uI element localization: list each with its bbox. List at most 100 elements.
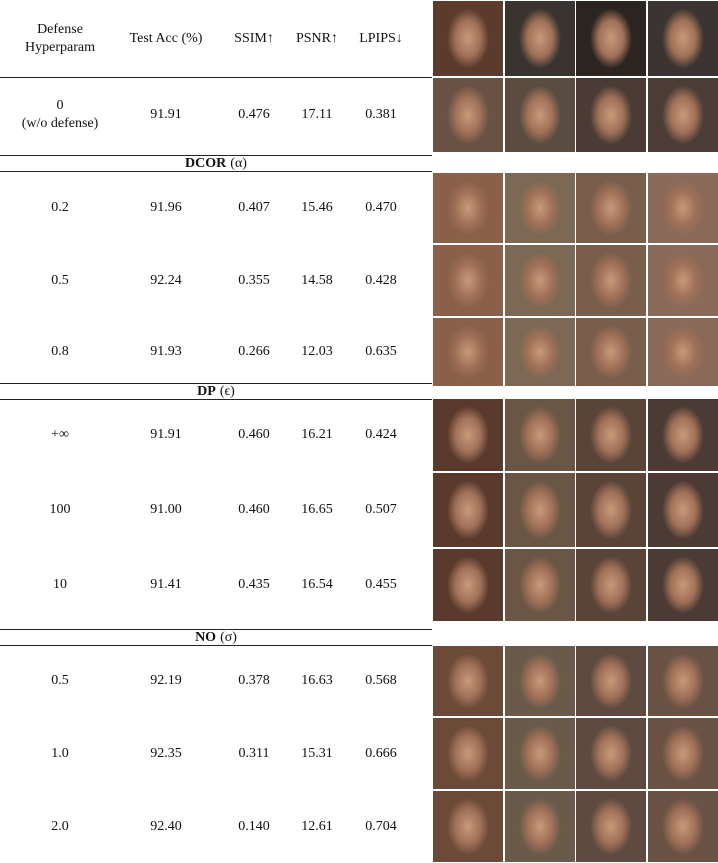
face-image [505, 399, 575, 471]
table-cell: 92.24 [120, 244, 212, 317]
table-cell: 0.378 [212, 645, 296, 717]
face-image [433, 1, 503, 76]
section-label: NO(σ) [0, 630, 432, 645]
section-name: DCOR [185, 155, 226, 173]
table-cell: 16.65 [296, 472, 338, 548]
face-image [433, 399, 503, 471]
table-cell: 16.63 [296, 645, 338, 717]
header-cell: Test Acc (%) [120, 0, 212, 77]
face-image [648, 718, 718, 789]
table-cell: 15.31 [296, 717, 338, 790]
table-cell: 17.11 [296, 77, 338, 153]
table-cell: +∞ [0, 398, 120, 472]
face-image [505, 173, 575, 243]
face-image [648, 1, 718, 76]
face-image [433, 245, 503, 316]
section-name: NO [195, 629, 216, 647]
face-image [505, 78, 575, 152]
table-cell: 12.61 [296, 790, 338, 863]
face-image [576, 318, 646, 386]
table-cell: 91.93 [120, 317, 212, 387]
face-image [433, 791, 503, 862]
cell-line: Hyperparam [25, 39, 95, 57]
table-cell: 0.381 [338, 77, 424, 153]
table-cell: 0.8 [0, 317, 120, 387]
table-cell: 0.424 [338, 398, 424, 472]
face-image [648, 646, 718, 716]
face-image [648, 318, 718, 386]
face-image [648, 399, 718, 471]
face-image [433, 549, 503, 621]
table-cell: 0.311 [212, 717, 296, 790]
section-label: DCOR(α) [0, 156, 432, 171]
table-cell: 91.96 [120, 172, 212, 244]
table-cell: 14.58 [296, 244, 338, 317]
table-cell: 0.435 [212, 548, 296, 622]
table-cell: 0.460 [212, 472, 296, 548]
table-cell: 16.21 [296, 398, 338, 472]
table-cell: 91.00 [120, 472, 212, 548]
table-cell: 0.476 [212, 77, 296, 153]
table-cell: 92.19 [120, 645, 212, 717]
face-image [505, 791, 575, 862]
face-image [433, 646, 503, 716]
table-cell: 91.91 [120, 77, 212, 153]
face-image [576, 399, 646, 471]
face-image [648, 791, 718, 862]
table-cell: 0.507 [338, 472, 424, 548]
header-cell: PSNR↑ [296, 0, 338, 77]
cell-line: (w/o defense) [22, 115, 99, 133]
section-label: DP(ϵ) [0, 384, 432, 399]
face-image [505, 318, 575, 386]
face-image [505, 245, 575, 316]
face-image [576, 173, 646, 243]
table-cell: 0.666 [338, 717, 424, 790]
section-param: (σ) [220, 629, 237, 647]
table-cell: 0.407 [212, 172, 296, 244]
face-image [576, 718, 646, 789]
cell-line: Defense [37, 21, 83, 39]
header-cell: SSIM↑ [212, 0, 296, 77]
section-param: (α) [230, 155, 247, 173]
table-cell: 10 [0, 548, 120, 622]
table-cell: 0.704 [338, 790, 424, 863]
table-cell: 0.455 [338, 548, 424, 622]
face-image [576, 791, 646, 862]
face-image [505, 473, 575, 547]
face-image [576, 646, 646, 716]
table-cell: 0.140 [212, 790, 296, 863]
table-cell: 12.03 [296, 317, 338, 387]
table-cell: 0(w/o defense) [0, 77, 120, 153]
table-cell: 0.428 [338, 244, 424, 317]
table-cell: 100 [0, 472, 120, 548]
table-cell: 0.568 [338, 645, 424, 717]
table-cell: 91.41 [120, 548, 212, 622]
table-cell: 0.2 [0, 172, 120, 244]
face-image [505, 1, 575, 76]
face-image [648, 245, 718, 316]
face-image [433, 318, 503, 386]
face-image [505, 646, 575, 716]
table-cell: 0.470 [338, 172, 424, 244]
face-image [576, 473, 646, 547]
table-cell: 0.635 [338, 317, 424, 387]
face-image [505, 549, 575, 621]
table-cell: 2.0 [0, 790, 120, 863]
table-cell: 92.35 [120, 717, 212, 790]
face-image [505, 718, 575, 789]
face-image [576, 549, 646, 621]
cell-line: 0 [57, 97, 64, 115]
face-image [576, 78, 646, 152]
face-image [648, 473, 718, 547]
table-cell: 15.46 [296, 172, 338, 244]
table-cell: 0.460 [212, 398, 296, 472]
table-cell: 0.266 [212, 317, 296, 387]
table-cell: 92.40 [120, 790, 212, 863]
face-image [648, 78, 718, 152]
paper-table: DefenseHyperparamTest Acc (%)SSIM↑PSNR↑L… [0, 0, 718, 863]
face-image [648, 549, 718, 621]
header-cell: LPIPS↓ [338, 0, 424, 77]
face-image [576, 245, 646, 316]
table-cell: 16.54 [296, 548, 338, 622]
